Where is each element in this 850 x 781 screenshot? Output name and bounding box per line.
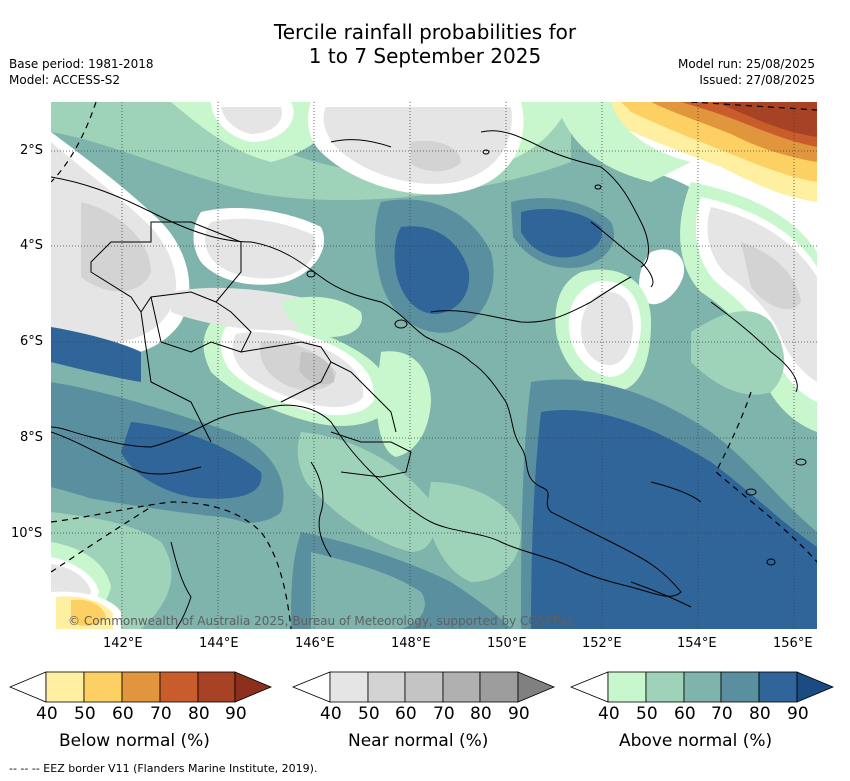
lat-label: 2°S [20,143,44,158]
cb-tick: 40 [36,704,58,724]
cb-tick: 60 [395,704,417,724]
cb-tick: 80 [470,704,492,724]
colorbar-above [569,671,835,703]
province-borders [90,221,412,478]
colorbar-title-above: Above normal (%) [619,731,773,751]
cb-tick: 90 [787,704,809,724]
lat-label: 8°S [20,430,44,445]
eez-footnote: -- -- -- EEZ border V11 (Flanders Marine… [9,762,318,775]
cb-tick: 90 [225,704,247,724]
cb-tick: 80 [188,704,210,724]
cb-tick: 40 [320,704,342,724]
colorbar-title-near: Near normal (%) [348,731,489,751]
graticule [51,102,817,629]
base-period: Base period: 1981-2018 [9,57,154,71]
eez-borders [51,102,817,629]
colorbar-title-below: Below normal (%) [59,731,210,751]
cb-tick: 80 [749,704,771,724]
cb-tick: 70 [711,704,733,724]
lon-label: 148°E [391,636,431,651]
coastlines [51,130,807,629]
colorbars [8,671,835,703]
lon-label: 142°E [103,636,143,651]
lon-label: 154°E [677,636,717,651]
title-line-1: Tercile rainfall probabilities for [273,20,577,44]
colorbar-near [291,671,556,703]
lat-label: 4°S [20,238,44,253]
copyright-notice: © Commonwealth of Australia 2025, Bureau… [68,614,574,628]
lon-label: 144°E [199,636,239,651]
cb-tick: 50 [74,704,96,724]
issued-date: Issued: 27/08/2025 [699,73,815,87]
lat-label: 6°S [20,334,44,349]
title-line-2: 1 to 7 September 2025 [308,44,542,68]
cb-tick: 90 [508,704,530,724]
cb-tick: 70 [433,704,455,724]
lon-label: 146°E [295,636,335,651]
cb-tick: 50 [358,704,380,724]
lat-label: 10°S [11,526,43,541]
cb-tick: 40 [598,704,620,724]
model-name: Model: ACCESS-S2 [9,73,121,87]
colorbar-below [8,671,273,703]
cb-tick: 70 [150,704,172,724]
meta-left: Base period: 1981-2018 Model: ACCESS-S2 [9,56,154,88]
cb-tick: 50 [636,704,658,724]
meta-right: Model run: 25/08/2025 Issued: 27/08/2025 [678,56,815,88]
map-title: Tercile rainfall probabilities for 1 to … [0,20,850,68]
lon-label: 152°E [582,636,622,651]
cb-tick: 60 [112,704,134,724]
model-run: Model run: 25/08/2025 [677,57,815,71]
cb-tick: 60 [674,704,696,724]
lon-label: 156°E [773,636,813,651]
lon-label: 150°E [487,636,527,651]
rainfall-map [51,102,817,629]
